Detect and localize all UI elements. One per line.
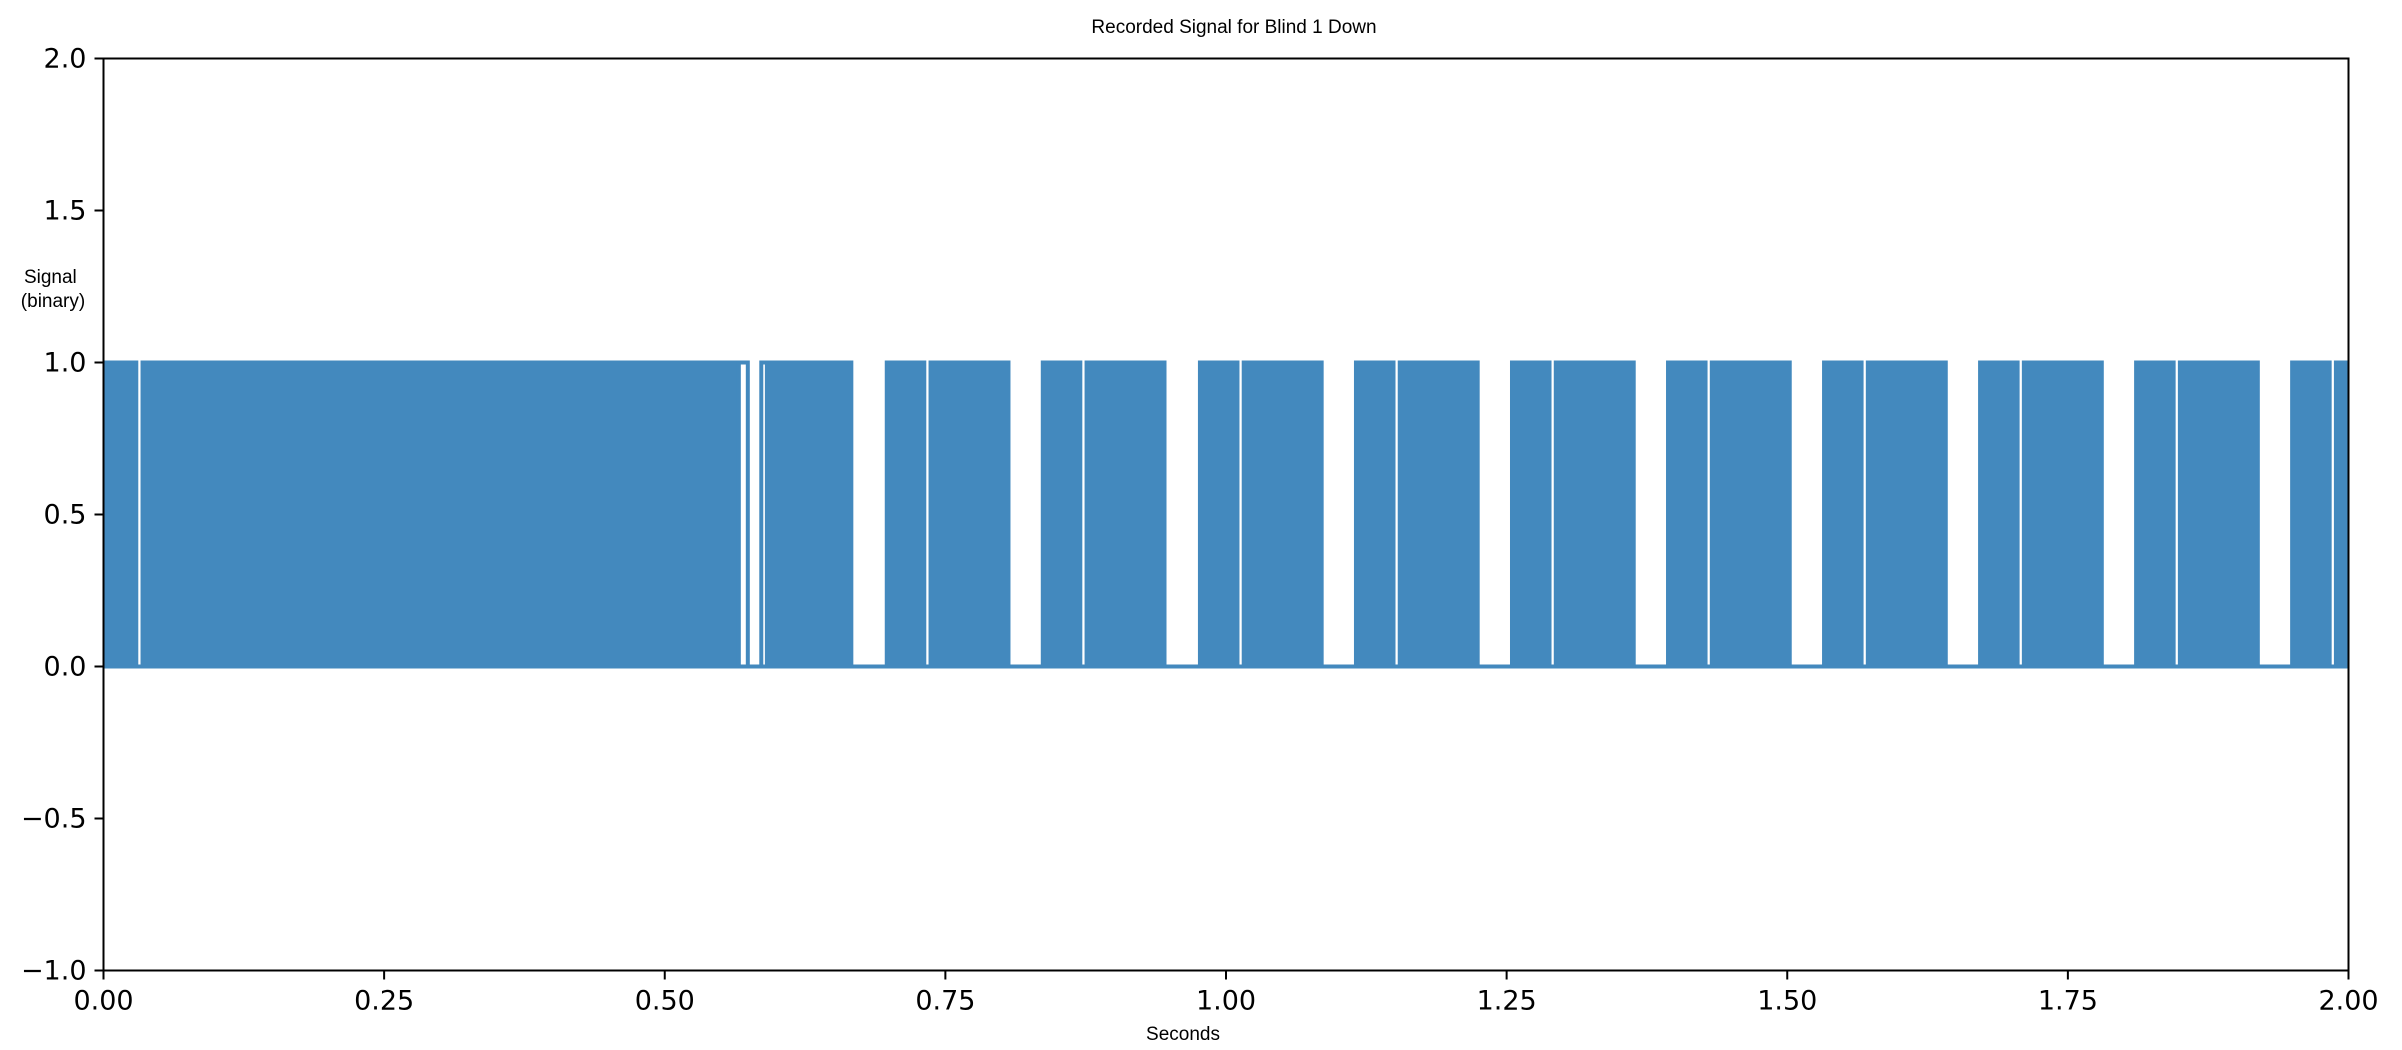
signal-burst-11 [1509, 360, 1552, 669]
signal-burst-2 [766, 360, 854, 669]
signal-burst-18 [2021, 360, 2104, 669]
chart-title: Recorded Signal for Blind 1 Down [1091, 17, 1376, 38]
signal-burst-8 [1241, 360, 1324, 669]
signal-burst-12 [1553, 360, 1636, 669]
y-axis-label-line-2: (binary) [21, 291, 85, 312]
signal-burst-14 [1709, 360, 1792, 669]
signal-burst-17 [1978, 360, 2020, 669]
signal-burst-21 [2290, 360, 2332, 669]
signal-burst-20 [2177, 360, 2260, 669]
x-tick-label: 1.50 [1757, 986, 1817, 1017]
x-tick-label: 0.00 [73, 986, 133, 1017]
y-tick-label: 0.0 [44, 652, 87, 683]
signal-burst-16 [1865, 360, 1948, 669]
x-tick-label: 1.25 [1477, 986, 1537, 1017]
signal-burst-1 [140, 360, 739, 669]
signal-burst-3 [884, 360, 927, 669]
signal-burst-19 [2134, 360, 2176, 669]
signal-burst-7 [1197, 360, 1240, 669]
x-tick-label: 1.75 [2038, 986, 2098, 1017]
signal-burst-22 [2333, 360, 2349, 669]
signal-burst-13 [1666, 360, 1708, 669]
series-0 [103, 360, 2349, 669]
x-tick-label: 0.50 [635, 986, 695, 1017]
y-tick-label: 1.0 [44, 348, 87, 379]
signal-burst-6 [1084, 360, 1167, 669]
signal-high-0 [736, 360, 750, 667]
x-axis: 0.00 0.25 0.50 0.75 1.00 1.25 1.50 1.75 2.00 [73, 970, 2379, 1017]
signal-burst-9 [1353, 360, 1396, 669]
x-tick-label: 1.00 [1196, 986, 1256, 1017]
y-axis-label-line-1: Signal [24, 267, 77, 288]
signal-burst-15 [1822, 360, 1864, 669]
signal-burst-5 [1040, 360, 1083, 669]
plot-area [103, 360, 2349, 669]
signal-burst-4 [928, 360, 1011, 669]
x-tick-label: 0.25 [354, 986, 414, 1017]
y-tick-label: −0.5 [21, 804, 87, 835]
x-axis-label: Seconds [1146, 1024, 1220, 1045]
y-tick-label: 0.5 [44, 500, 87, 531]
y-tick-label: 2.0 [44, 44, 87, 75]
signal-high-1 [759, 360, 769, 667]
y-axis-label: Signal (binary) [21, 267, 85, 312]
y-axis: −1.0 −0.5 0.0 0.5 1.0 1.5 2.0 [21, 44, 104, 987]
y-tick-label: 1.5 [44, 196, 87, 227]
x-tick-label: 0.75 [915, 986, 975, 1017]
x-tick-label: 2.00 [2318, 986, 2378, 1017]
y-tick-label: −1.0 [21, 956, 87, 987]
signal-burst-0 [103, 360, 139, 669]
signal-burst-10 [1397, 360, 1480, 669]
